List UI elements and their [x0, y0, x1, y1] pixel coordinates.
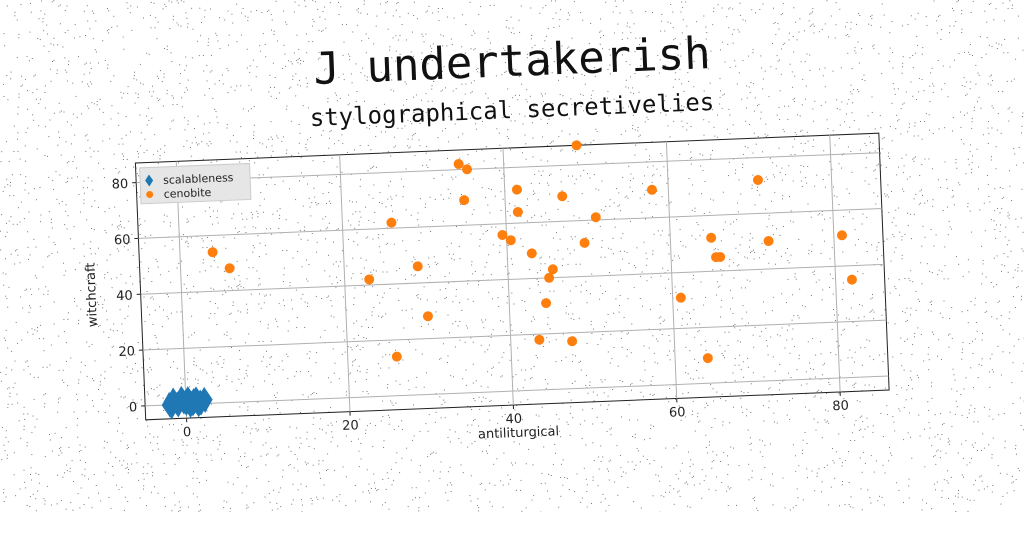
- point-cenobite: [423, 311, 433, 321]
- point-cenobite: [541, 298, 551, 308]
- point-cenobite: [676, 292, 686, 302]
- point-cenobite: [763, 236, 773, 246]
- y-grid-line: [143, 320, 886, 350]
- data-marks: [152, 129, 862, 419]
- point-cenobite: [386, 217, 396, 227]
- x-grid-line: [340, 155, 350, 412]
- x-tick-label: 60: [669, 405, 686, 421]
- x-tick-label: 0: [183, 425, 192, 440]
- point-cenobite: [459, 195, 469, 205]
- y-grid-line: [145, 376, 888, 406]
- point-cenobite: [557, 191, 567, 201]
- point-cenobite: [534, 335, 544, 345]
- point-cenobite: [413, 261, 423, 271]
- y-tick-label: 80: [111, 177, 128, 193]
- legend: scalableness cenobite: [140, 163, 251, 203]
- point-cenobite: [462, 164, 472, 174]
- y-tick-label: 20: [118, 344, 135, 360]
- point-cenobite: [753, 175, 763, 185]
- y-tick-label: 0: [129, 400, 138, 415]
- y-tick-label: 60: [114, 233, 131, 249]
- y-grid-line: [138, 209, 881, 239]
- x-grid-line: [666, 142, 676, 399]
- point-cenobite: [647, 185, 657, 195]
- x-axis-label: antiliturgical: [478, 424, 560, 442]
- point-cenobite: [837, 230, 847, 240]
- point-cenobite: [703, 353, 713, 363]
- point-cenobite: [364, 274, 374, 284]
- point-cenobite: [224, 263, 234, 273]
- point-cenobite: [847, 274, 857, 284]
- point-cenobite: [579, 238, 589, 248]
- point-cenobite: [571, 140, 581, 150]
- point-cenobite: [453, 159, 463, 169]
- y-grid-line: [141, 264, 884, 294]
- x-grid-line: [503, 148, 513, 405]
- point-cenobite: [207, 247, 217, 257]
- x-tick-label: 20: [342, 418, 359, 434]
- point-cenobite: [706, 233, 716, 243]
- point-cenobite: [513, 207, 523, 217]
- point-cenobite: [567, 336, 577, 346]
- point-cenobite: [527, 248, 537, 258]
- x-grid-line: [830, 135, 840, 392]
- y-axis-label: witchcraft: [83, 262, 101, 327]
- x-tick-label: 80: [832, 399, 849, 415]
- legend-label-cenobite: cenobite: [163, 186, 211, 201]
- point-cenobite: [591, 212, 601, 222]
- point-cenobite: [512, 184, 522, 194]
- y-tick-label: 40: [116, 289, 133, 305]
- point-cenobite: [392, 351, 402, 361]
